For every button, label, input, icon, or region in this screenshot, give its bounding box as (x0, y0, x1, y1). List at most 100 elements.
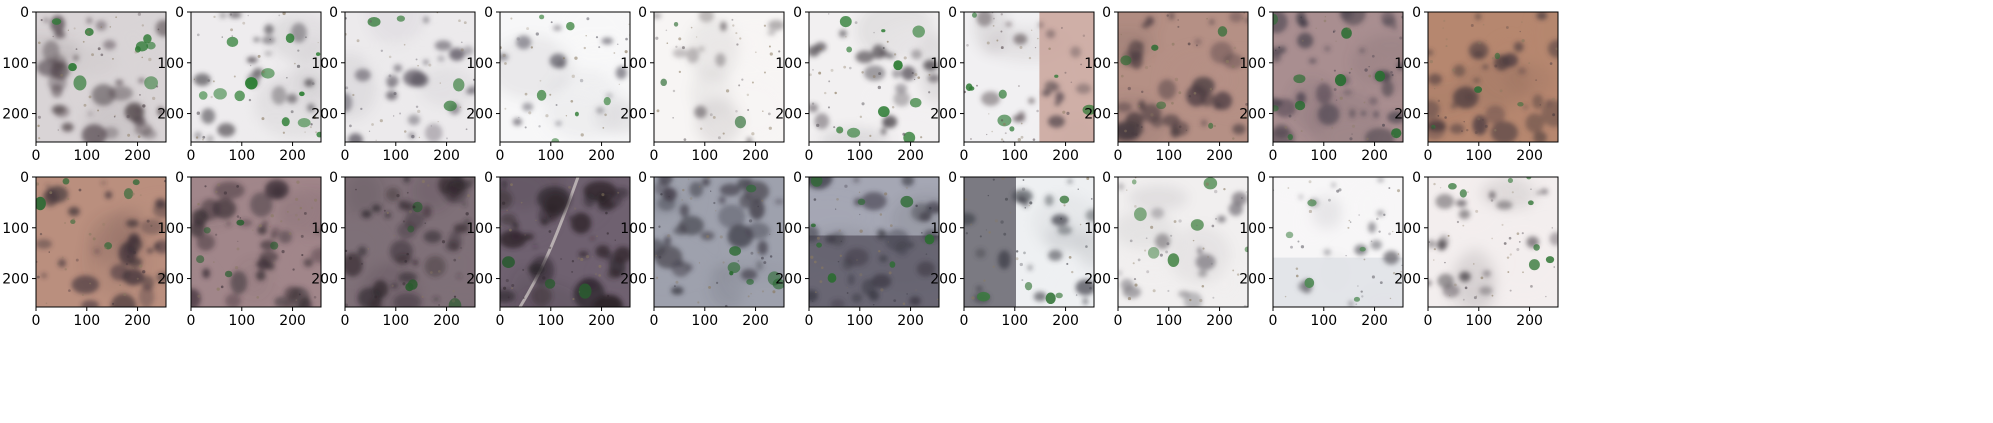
y-tick-label: 200 (1239, 107, 1266, 123)
axes-frame (808, 11, 940, 143)
y-tick-label: 0 (1102, 170, 1111, 186)
x-tick-label: 100 (1310, 148, 1337, 164)
axes-frame (1272, 176, 1404, 308)
image-panel: 0 100 200 0 100 200 (930, 170, 1095, 329)
axes-frame (963, 176, 1095, 308)
y-tick-label: 100 (1084, 221, 1111, 237)
y-tick-label: 100 (930, 221, 957, 237)
axes-frame (1117, 176, 1249, 308)
y-tick-label: 0 (20, 170, 29, 186)
y-tick-label: 0 (638, 170, 647, 186)
y-tick-label: 200 (2, 107, 29, 123)
y-tick-label: 100 (775, 56, 802, 72)
y-tick-label: 200 (620, 107, 647, 123)
y-tick-label: 200 (775, 107, 802, 123)
y-tick-label: 0 (175, 5, 184, 21)
x-tick-label: 0 (187, 313, 196, 329)
x-tick-label: 0 (32, 148, 41, 164)
y-tick-label: 100 (157, 56, 184, 72)
x-tick-label: 200 (1361, 313, 1388, 329)
image-panel: 0 100 200 0 100 200 (157, 5, 322, 164)
satellite-image (500, 12, 630, 142)
y-tick-label: 100 (157, 221, 184, 237)
y-tick-label: 200 (311, 107, 338, 123)
x-tick-label: 0 (341, 148, 350, 164)
x-tick-label: 0 (341, 313, 350, 329)
x-tick-label: 200 (1206, 313, 1233, 329)
x-tick-label: 0 (960, 313, 969, 329)
x-tick-label: 100 (382, 148, 409, 164)
image-panel: 0 100 200 0 100 200 (775, 5, 940, 164)
y-tick-label: 0 (1412, 5, 1421, 21)
satellite-image (654, 12, 784, 142)
x-tick-label: 0 (805, 313, 814, 329)
x-tick-label: 0 (650, 148, 659, 164)
y-tick-label: 0 (329, 5, 338, 21)
image-panel: 0 100 200 0 100 200 (1239, 170, 1404, 329)
x-tick-label: 200 (1206, 148, 1233, 164)
x-tick-label: 200 (742, 148, 769, 164)
x-tick-label: 0 (1269, 313, 1278, 329)
image-panel: 0 100 200 0 100 200 (1084, 170, 1249, 329)
image-panel: 0 100 200 0 100 200 (311, 5, 476, 164)
y-tick-label: 200 (466, 107, 493, 123)
x-tick-label: 100 (846, 148, 873, 164)
x-tick-label: 0 (1269, 148, 1278, 164)
y-tick-label: 200 (1239, 272, 1266, 288)
x-tick-label: 100 (1155, 313, 1182, 329)
y-tick-label: 100 (466, 56, 493, 72)
y-tick-label: 200 (1394, 107, 1421, 123)
satellite-image (1428, 177, 1558, 307)
satellite-image (500, 177, 630, 307)
image-panel: 0 100 200 0 100 200 (311, 170, 476, 329)
x-tick-label: 200 (1516, 313, 1543, 329)
axes-frame (344, 176, 476, 308)
y-tick-label: 100 (311, 221, 338, 237)
x-tick-label: 100 (382, 313, 409, 329)
x-tick-label: 0 (1424, 313, 1433, 329)
x-tick-label: 100 (1310, 313, 1337, 329)
y-tick-label: 0 (484, 5, 493, 21)
satellite-image (345, 12, 475, 142)
image-panel: 0 100 200 0 100 200 (466, 170, 631, 329)
satellite-image (36, 12, 166, 142)
x-tick-label: 0 (805, 148, 814, 164)
satellite-image (964, 177, 1094, 307)
x-tick-label: 200 (1052, 148, 1079, 164)
y-tick-label: 0 (1257, 5, 1266, 21)
x-tick-label: 0 (187, 148, 196, 164)
axes-frame (1427, 176, 1559, 308)
x-tick-label: 0 (496, 148, 505, 164)
y-tick-label: 100 (466, 221, 493, 237)
y-tick-label: 200 (157, 272, 184, 288)
y-tick-label: 200 (620, 272, 647, 288)
image-panel: 0 100 200 0 100 200 (1084, 5, 1249, 164)
x-tick-label: 0 (650, 313, 659, 329)
x-tick-label: 100 (1155, 148, 1182, 164)
y-tick-label: 200 (157, 107, 184, 123)
y-tick-label: 0 (484, 170, 493, 186)
x-tick-label: 200 (588, 148, 615, 164)
satellite-image (1273, 177, 1403, 307)
image-panel: 0 100 200 0 100 200 (1394, 170, 1559, 329)
y-tick-label: 0 (1412, 170, 1421, 186)
x-tick-label: 0 (1424, 148, 1433, 164)
satellite-image (1118, 177, 1248, 307)
image-panel: 0 100 200 0 100 200 (466, 5, 631, 164)
x-tick-label: 200 (1361, 148, 1388, 164)
axes-frame (1427, 11, 1559, 143)
y-tick-label: 200 (930, 107, 957, 123)
y-tick-label: 200 (466, 272, 493, 288)
x-tick-label: 100 (691, 313, 718, 329)
satellite-image (809, 12, 939, 142)
axes-frame (35, 176, 167, 308)
y-tick-label: 100 (311, 56, 338, 72)
image-panel: 0 100 200 0 100 200 (2, 170, 167, 329)
satellite-image (191, 12, 321, 142)
y-tick-label: 100 (1394, 221, 1421, 237)
axes-frame (653, 176, 785, 308)
x-tick-label: 0 (1114, 313, 1123, 329)
image-panel: 0 100 200 0 100 200 (1394, 5, 1559, 164)
axes-frame (653, 11, 785, 143)
